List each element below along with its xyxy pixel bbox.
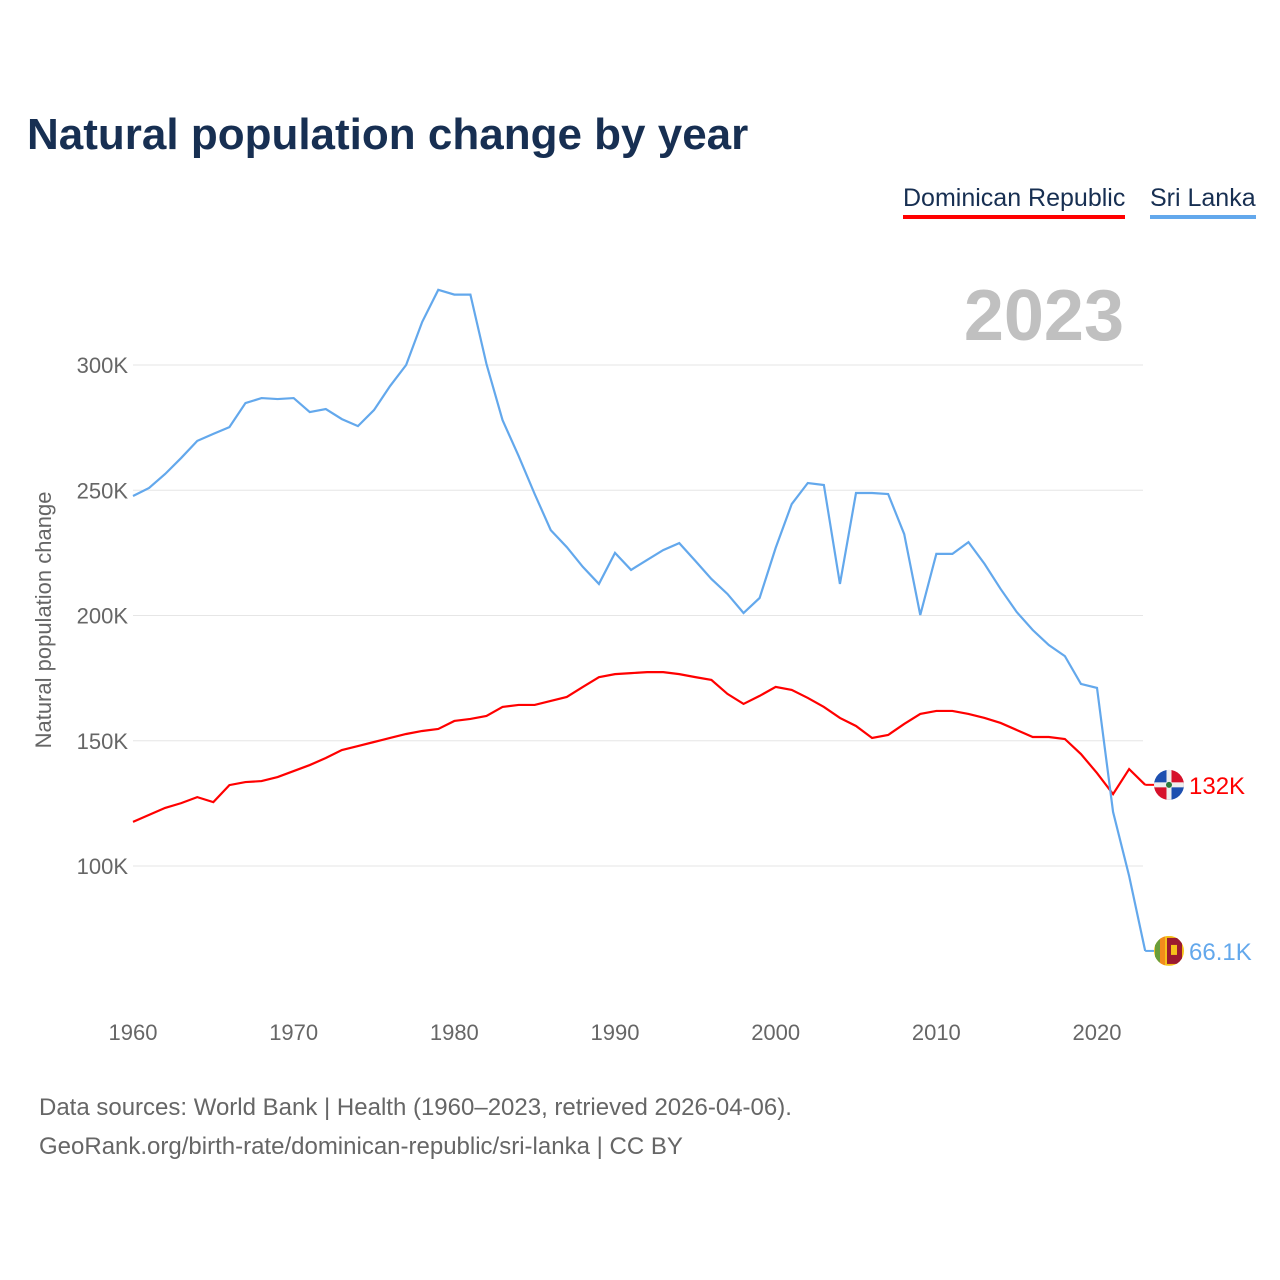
y-tick-label: 200K [77, 604, 129, 629]
end-value-label: 66.1K [1189, 939, 1252, 966]
series-line-dominican-republic[interactable] [132, 671, 1146, 823]
chart-title: Natural population change by year [27, 110, 749, 159]
y-tick-label: 300K [77, 353, 129, 378]
x-tick-label: 1990 [591, 1020, 640, 1045]
x-tick-label: 1980 [430, 1020, 479, 1045]
x-tick-label: 2000 [751, 1020, 800, 1045]
legend-sri-lanka[interactable]: Sri Lanka [1150, 184, 1256, 219]
source-note: Data sources: World Bank | Health (1960–… [39, 1088, 792, 1166]
dominican-republic-flag-icon [1154, 769, 1184, 800]
y-axis-label: Natural population change [31, 492, 56, 749]
end-value-label: 132K [1189, 773, 1245, 800]
x-tick-label: 2010 [912, 1020, 961, 1045]
year-watermark: 2023 [964, 276, 1124, 356]
legend-dominican-republic[interactable]: Dominican Republic [903, 184, 1126, 219]
x-tick-label: 1970 [269, 1020, 318, 1045]
y-tick-label: 150K [77, 729, 129, 754]
x-tick-label: 2020 [1073, 1020, 1122, 1045]
series-line-sri-lanka[interactable] [132, 288, 1147, 952]
sri-lanka-flag-icon [1154, 935, 1184, 966]
y-tick-label: 100K [77, 854, 129, 879]
source-line-1: Data sources: World Bank | Health (1960–… [39, 1094, 792, 1121]
source-line-2[interactable]: GeoRank.org/birth-rate/dominican-republi… [39, 1133, 683, 1160]
y-tick-label: 250K [77, 478, 129, 503]
x-tick-label: 1960 [109, 1020, 158, 1045]
